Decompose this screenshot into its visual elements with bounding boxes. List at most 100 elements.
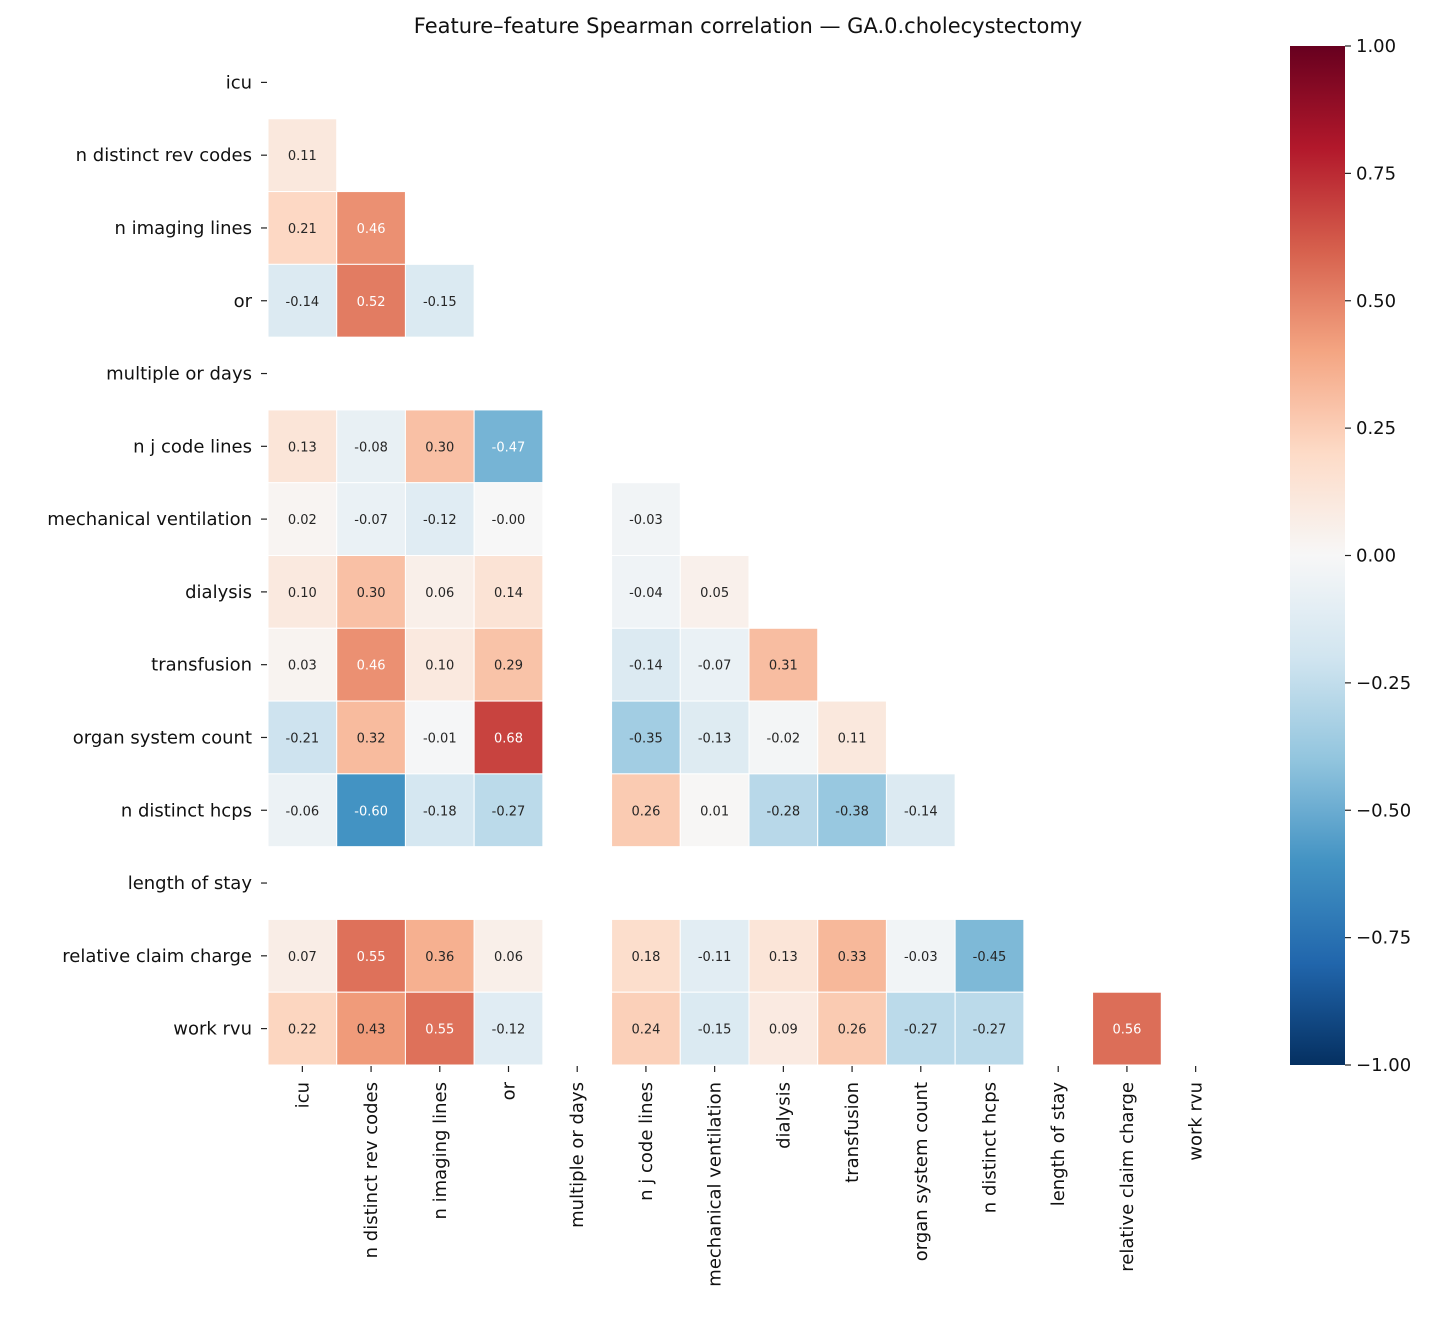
cell-value-label: 0.55 (357, 950, 386, 965)
heatmap-cell (473, 627, 544, 702)
cell-value-label: 0.32 (357, 731, 386, 746)
cell-value-label: 0.18 (631, 950, 660, 965)
y-tick-label: mechanical ventilation (47, 509, 252, 530)
heatmap-cell (748, 627, 819, 702)
cell-value-label: 0.13 (288, 440, 317, 455)
cell-value-label: -0.60 (354, 804, 388, 819)
heatmap-cell (336, 263, 406, 338)
cell-value-label: -0.01 (423, 731, 457, 746)
heatmap-cell (267, 700, 338, 775)
heatmap-cell (404, 263, 475, 338)
cell-value-label: 0.36 (425, 950, 454, 965)
heatmap-cell (473, 482, 544, 557)
x-tick-label: dialysis (773, 1082, 794, 1149)
cell-value-label: -0.15 (423, 295, 457, 310)
heatmap-cell (679, 918, 750, 993)
x-tick-label: work rvu (1186, 1082, 1207, 1161)
y-tick-label: n imaging lines (114, 218, 252, 239)
heatmap-cell (473, 555, 544, 629)
heatmap-cell (611, 555, 681, 629)
colorbar-tick-label: 0.50 (1356, 291, 1396, 312)
colorbar-tick-label: −1.00 (1356, 1055, 1411, 1076)
cell-value-label: -0.07 (698, 659, 732, 674)
cell-value-label: -0.07 (354, 513, 388, 528)
cell-value-label: -0.21 (286, 731, 320, 746)
cell-value-label: 0.68 (494, 731, 523, 746)
cell-value-label: -0.15 (698, 1023, 732, 1038)
x-tick-label: n distinct rev codes (361, 1082, 382, 1258)
colorbar-tick-label: 0.75 (1356, 163, 1396, 184)
heatmap-cell (336, 409, 406, 484)
x-tick-label: multiple or days (567, 1082, 588, 1228)
cell-value-label: 0.33 (838, 950, 867, 965)
cell-value-label: -0.45 (973, 950, 1007, 965)
heatmap-cell (404, 991, 475, 1066)
x-tick-label: relative claim charge (1117, 1082, 1138, 1272)
heatmap-cell (336, 627, 406, 702)
colorbar-tick-label: −0.75 (1356, 928, 1411, 949)
cell-value-label: 0.10 (425, 659, 454, 674)
cell-value-label: -0.02 (767, 731, 801, 746)
heatmap-cell (885, 918, 956, 993)
cell-value-label: -0.06 (286, 804, 320, 819)
heatmap-cell (404, 918, 475, 993)
colorbar-tick-label: −0.25 (1356, 673, 1411, 694)
x-tick-label: n imaging lines (430, 1082, 451, 1220)
cell-value-label: 0.24 (631, 1023, 660, 1038)
cell-value-label: -0.11 (698, 950, 732, 965)
cell-value-label: 0.11 (288, 149, 317, 164)
heatmap-cell (267, 191, 338, 265)
heatmap-cell (748, 700, 819, 775)
heatmap-cell (679, 627, 750, 702)
cell-value-label: -0.03 (904, 950, 938, 965)
y-tick-label: organ system count (73, 727, 252, 748)
y-tick-label: length of stay (128, 873, 253, 894)
cell-value-label: -0.08 (354, 440, 388, 455)
colorbar (1290, 46, 1345, 1065)
cell-value-label: 0.26 (631, 804, 660, 819)
cell-value-label: -0.12 (492, 1023, 526, 1038)
x-tick-label: organ system count (911, 1082, 932, 1261)
heatmap-cell (267, 263, 338, 338)
y-tick-label: n distinct rev codes (76, 145, 252, 166)
heatmap-cell (473, 773, 544, 848)
cell-value-label: -0.27 (492, 804, 526, 819)
heatmap-cell (336, 773, 406, 848)
y-tick-label: relative claim charge (62, 946, 252, 967)
heatmap-cell (473, 409, 544, 484)
heatmap-cell (885, 991, 956, 1066)
heatmap-cell (336, 482, 406, 557)
colorbar-tick-label: 0.25 (1356, 418, 1396, 439)
heatmap-cell (611, 991, 681, 1066)
heatmap-cell (336, 555, 406, 629)
cell-value-label: -0.38 (835, 804, 869, 819)
heatmap-cell (404, 555, 475, 629)
cell-value-label: 0.02 (288, 513, 317, 528)
cell-value-label: 0.06 (494, 950, 523, 965)
y-tick-label: multiple or days (106, 364, 252, 385)
heatmap-cell (267, 918, 338, 993)
heatmap-cell (336, 991, 406, 1066)
cell-value-label: -0.35 (629, 731, 663, 746)
heatmap-cell (336, 191, 406, 265)
colorbar-tick-label: −0.50 (1356, 800, 1411, 821)
heatmap-cell (679, 991, 750, 1066)
cell-value-label: -0.03 (629, 513, 663, 528)
heatmap-cell (954, 918, 1025, 993)
chart-title: Feature–feature Spearman correlation — G… (414, 14, 1082, 38)
y-tick-label: dialysis (185, 582, 252, 603)
heatmap-cell (954, 991, 1025, 1066)
heatmap-cell (817, 700, 887, 775)
cell-value-label: 0.01 (700, 804, 729, 819)
heatmap-cell (267, 118, 338, 193)
cell-value-label: 0.43 (357, 1023, 386, 1038)
cell-value-label: 0.30 (425, 440, 454, 455)
heatmap-cell (404, 700, 475, 775)
heatmap-cell (885, 773, 956, 848)
cell-value-label: -0.14 (904, 804, 938, 819)
cell-value-label: 0.55 (425, 1023, 454, 1038)
cell-value-label: 0.46 (357, 222, 386, 237)
heatmap-cell (1092, 991, 1162, 1066)
cell-value-label: 0.11 (838, 731, 867, 746)
